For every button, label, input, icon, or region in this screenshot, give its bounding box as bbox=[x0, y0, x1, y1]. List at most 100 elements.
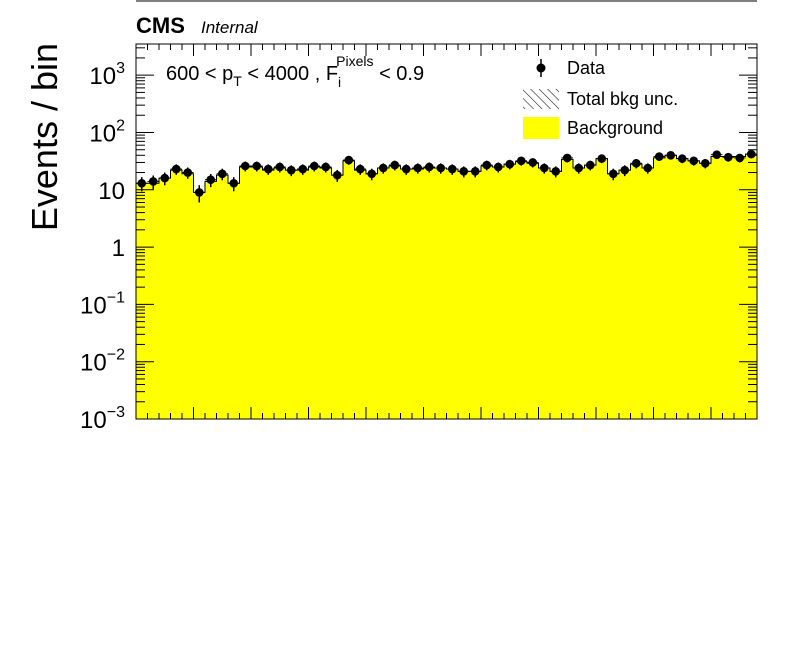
axis-ticks bbox=[135, 44, 758, 420]
background-bar bbox=[297, 170, 309, 419]
data-point bbox=[148, 177, 158, 186]
legend-item-data: Data bbox=[536, 58, 606, 78]
y-tick-label: 103 bbox=[89, 60, 125, 90]
background-bar bbox=[676, 158, 689, 419]
data-point bbox=[263, 164, 273, 174]
legend-unc-swatch bbox=[523, 89, 559, 109]
legend-label-unc: Total bkg unc. bbox=[567, 89, 678, 109]
data-point bbox=[171, 164, 181, 174]
background-bar bbox=[515, 161, 528, 420]
background-bar bbox=[377, 167, 390, 419]
background-bar bbox=[412, 169, 424, 419]
background-bar bbox=[596, 158, 608, 419]
background-bar bbox=[389, 166, 401, 419]
data-point bbox=[459, 167, 469, 176]
background-bar bbox=[722, 156, 735, 419]
legend-data-marker bbox=[536, 63, 546, 73]
background-bar bbox=[239, 166, 252, 419]
legend: Data Total bkg unc. Background bbox=[523, 58, 678, 139]
data-point bbox=[608, 169, 618, 179]
experiment-label: CMS bbox=[136, 13, 185, 38]
background-bar bbox=[665, 155, 677, 419]
background-bar bbox=[274, 167, 286, 419]
y-tick-label: 10−2 bbox=[80, 347, 125, 377]
background-bar bbox=[435, 167, 447, 419]
data-point bbox=[482, 160, 492, 170]
data-point bbox=[505, 159, 515, 169]
background-bar bbox=[216, 175, 229, 419]
data-point bbox=[539, 163, 549, 173]
data-point bbox=[677, 154, 687, 163]
data-point bbox=[574, 163, 584, 173]
data-point bbox=[355, 164, 365, 174]
background-bar bbox=[308, 166, 321, 419]
legend-label-data: Data bbox=[567, 58, 606, 78]
background-bar bbox=[550, 171, 562, 419]
background-bar bbox=[423, 167, 436, 419]
y-tick-label: 1 bbox=[112, 235, 125, 262]
data-point bbox=[401, 164, 411, 174]
data-point bbox=[378, 163, 388, 173]
data-point bbox=[620, 165, 630, 175]
background-bar bbox=[584, 165, 597, 419]
data-point bbox=[286, 165, 296, 175]
data-point bbox=[183, 168, 193, 177]
legend-label-background: Background bbox=[567, 118, 663, 138]
y-tick-label: 10−1 bbox=[80, 289, 125, 319]
background-bar bbox=[147, 183, 160, 419]
background-bar bbox=[458, 171, 470, 419]
data-point bbox=[309, 161, 319, 171]
background-bar bbox=[170, 170, 183, 419]
legend-background-swatch bbox=[523, 117, 559, 139]
y-tick-label: 102 bbox=[89, 117, 125, 147]
background-bar bbox=[469, 171, 482, 419]
data-point bbox=[585, 160, 595, 170]
data-point bbox=[666, 150, 676, 160]
data-point bbox=[562, 153, 572, 163]
background-bar bbox=[320, 167, 332, 419]
data-point bbox=[321, 162, 331, 172]
data-point bbox=[631, 158, 641, 168]
data-point bbox=[160, 173, 170, 183]
background-histogram bbox=[135, 153, 758, 420]
background-bar bbox=[527, 163, 539, 419]
background-bar bbox=[711, 156, 723, 419]
legend-item-background: Background bbox=[523, 117, 663, 139]
background-bar bbox=[607, 173, 620, 419]
background-bar bbox=[159, 178, 171, 419]
data-point bbox=[229, 178, 239, 188]
background-bar bbox=[446, 169, 459, 419]
legend-item-unc: Total bkg unc. bbox=[523, 89, 678, 109]
status-label: Internal bbox=[201, 18, 259, 37]
background-bar bbox=[343, 160, 355, 419]
data-point bbox=[746, 149, 756, 159]
background-bar bbox=[400, 169, 413, 419]
data-point bbox=[735, 153, 745, 163]
background-bar bbox=[136, 183, 148, 419]
background-bar bbox=[561, 159, 574, 419]
data-point bbox=[470, 167, 480, 176]
background-bar bbox=[366, 173, 378, 419]
data-point bbox=[252, 161, 262, 171]
background-bar bbox=[354, 170, 367, 419]
background-bar bbox=[251, 166, 263, 419]
data-point bbox=[390, 160, 400, 170]
background-bar bbox=[205, 181, 217, 419]
y-axis-title: Events / bin bbox=[24, 43, 65, 231]
data-point bbox=[275, 162, 285, 172]
background-bar bbox=[481, 166, 493, 419]
data-point bbox=[217, 169, 227, 179]
data-point bbox=[332, 170, 342, 180]
background-bar bbox=[745, 154, 758, 419]
background-bar bbox=[688, 160, 700, 419]
data-point bbox=[436, 163, 446, 173]
background-bar bbox=[734, 156, 746, 419]
data-point bbox=[723, 152, 733, 162]
background-bar bbox=[285, 170, 298, 419]
data-point bbox=[493, 162, 503, 172]
data-point bbox=[194, 188, 204, 197]
background-bar bbox=[228, 183, 240, 419]
background-bar bbox=[262, 170, 275, 419]
background-bar bbox=[331, 175, 344, 419]
background-bar bbox=[504, 164, 516, 419]
